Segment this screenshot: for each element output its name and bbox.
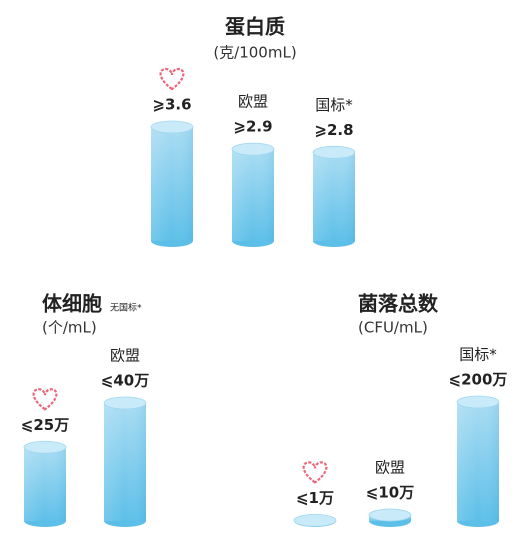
bar-shade [313, 152, 355, 241]
category-label: 欧盟 [238, 93, 268, 111]
value-label: ⩽40万 [101, 372, 149, 390]
cylinder-top [23, 440, 67, 454]
note: 无国标* [110, 302, 142, 314]
chart-title: 体细胞 [42, 292, 102, 316]
value-label: ⩾3.6 [152, 96, 191, 114]
value-label: ⩽200万 [449, 371, 508, 389]
cylinder-top [231, 142, 275, 156]
cylinder-top [293, 514, 337, 527]
heart-icon [159, 67, 185, 91]
cylinder-top [312, 145, 356, 159]
value-label: ⩽1万 [296, 489, 334, 507]
category-label: 欧盟 [375, 459, 405, 477]
cylinder-top [368, 508, 412, 522]
bar-shade [151, 127, 193, 241]
value-label: ⩾2.9 [233, 118, 272, 136]
bar-shade [24, 447, 66, 521]
chart-subtitle: (CFU/mL) [358, 319, 428, 337]
chart-subtitle: (个/mL) [42, 319, 97, 337]
value-label: ⩾2.8 [314, 121, 353, 139]
category-label: 国标* [315, 96, 353, 114]
chart-subtitle: (克/100mL) [213, 44, 296, 62]
value-label: ⩽25万 [21, 416, 69, 434]
cylinder-top [150, 120, 194, 134]
cylinder-top [456, 395, 500, 409]
chart-title: 蛋白质 [225, 15, 285, 39]
chart-title: 菌落总数 [358, 292, 439, 316]
bar-shade [104, 403, 146, 521]
cylinder-top [103, 396, 147, 410]
bar-shade [457, 402, 499, 521]
heart-icon [32, 388, 58, 411]
heart-icon [302, 461, 328, 484]
category-label: 国标* [459, 346, 497, 364]
category-label: 欧盟 [110, 347, 140, 365]
value-label: ⩽10万 [366, 484, 414, 502]
bar-shade [232, 149, 274, 241]
